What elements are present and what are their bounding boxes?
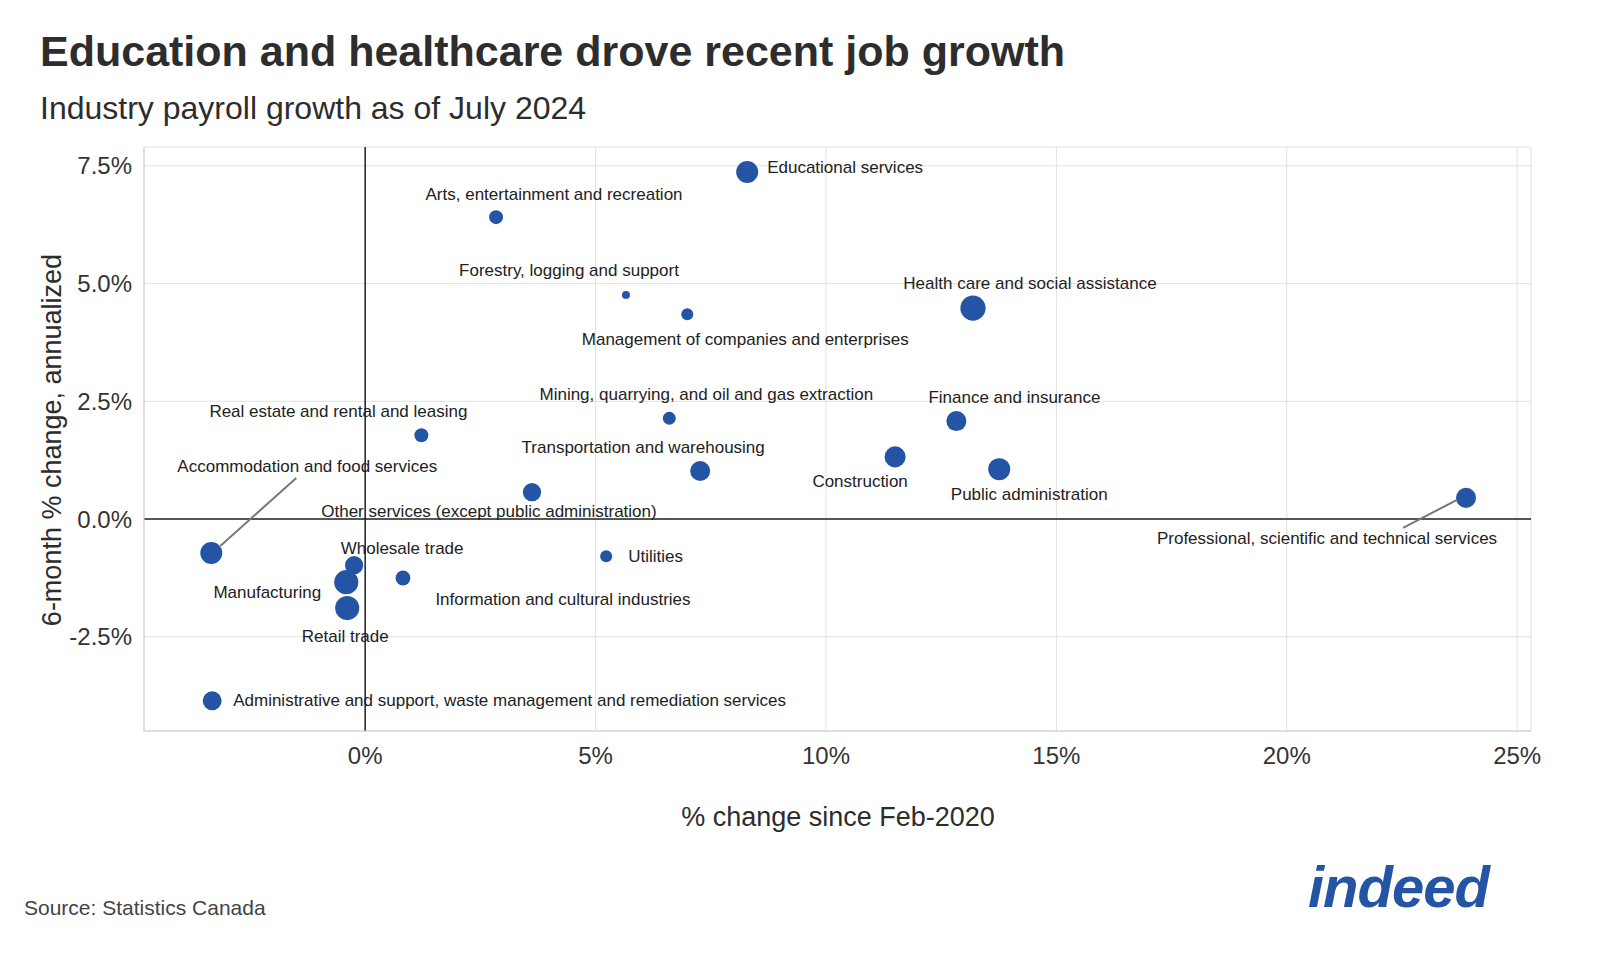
svg-text:-2.5%: -2.5% — [69, 623, 132, 650]
svg-text:Management of companies and en: Management of companies and enterprises — [582, 330, 909, 349]
svg-text:Accommodation and food service: Accommodation and food services — [177, 457, 437, 476]
svg-text:Real estate and rental and lea: Real estate and rental and leasing — [209, 402, 467, 421]
svg-text:2.5%: 2.5% — [77, 388, 132, 415]
svg-text:10%: 10% — [802, 742, 850, 769]
svg-text:Administrative and support, wa: Administrative and support, waste manage… — [233, 691, 786, 710]
svg-text:Public administration: Public administration — [951, 485, 1108, 504]
svg-text:Health care and social assista: Health care and social assistance — [903, 274, 1156, 293]
svg-text:Manufacturing: Manufacturing — [213, 583, 321, 602]
svg-text:Retail trade: Retail trade — [302, 627, 389, 646]
html-text:Industry payroll growth as of: Industry payroll growth as of July 2024 — [40, 90, 587, 126]
html-text:% change since Feb-2020: % change since Feb-2020 — [681, 801, 995, 832]
svg-text:15%: 15% — [1032, 742, 1080, 769]
svg-text:Transportation and warehousing: Transportation and warehousing — [522, 438, 765, 457]
html-text:Education and healthcare drove: Education and healthcare drove recent jo… — [40, 27, 1065, 75]
svg-text:Professional, scientific and t: Professional, scientific and technical s… — [1157, 529, 1497, 548]
svg-text:25%: 25% — [1493, 742, 1541, 769]
html-text:indeed: indeed — [1308, 854, 1489, 919]
svg-text:Forestry, logging and support: Forestry, logging and support — [459, 261, 679, 280]
svg-text:Construction: Construction — [812, 472, 907, 491]
svg-text:5%: 5% — [578, 742, 613, 769]
svg-text:Other services (except public: Other services (except public administra… — [321, 502, 656, 521]
svg-text:Finance and insurance: Finance and insurance — [928, 388, 1100, 407]
html-text:Source: Statistics Canada: Source: Statistics Canada — [24, 896, 266, 919]
svg-text:20%: 20% — [1263, 742, 1311, 769]
html-text:6-month % change, annualized: 6-month % change, annualized — [36, 253, 67, 627]
svg-text:Arts, entertainment and recrea: Arts, entertainment and recreation — [426, 185, 683, 204]
svg-text:Educational services: Educational services — [767, 158, 923, 177]
svg-text:Mining, quarrying, and oil and: Mining, quarrying, and oil and gas extra… — [540, 385, 874, 404]
svg-text:Utilities: Utilities — [628, 547, 683, 566]
svg-text:0%: 0% — [348, 742, 383, 769]
svg-text:Information and cultural indus: Information and cultural industries — [435, 590, 690, 609]
svg-text:Wholesale trade: Wholesale trade — [341, 539, 464, 558]
svg-text:0.0%: 0.0% — [77, 506, 132, 533]
svg-text:7.5%: 7.5% — [77, 152, 132, 179]
svg-text:5.0%: 5.0% — [77, 270, 132, 297]
